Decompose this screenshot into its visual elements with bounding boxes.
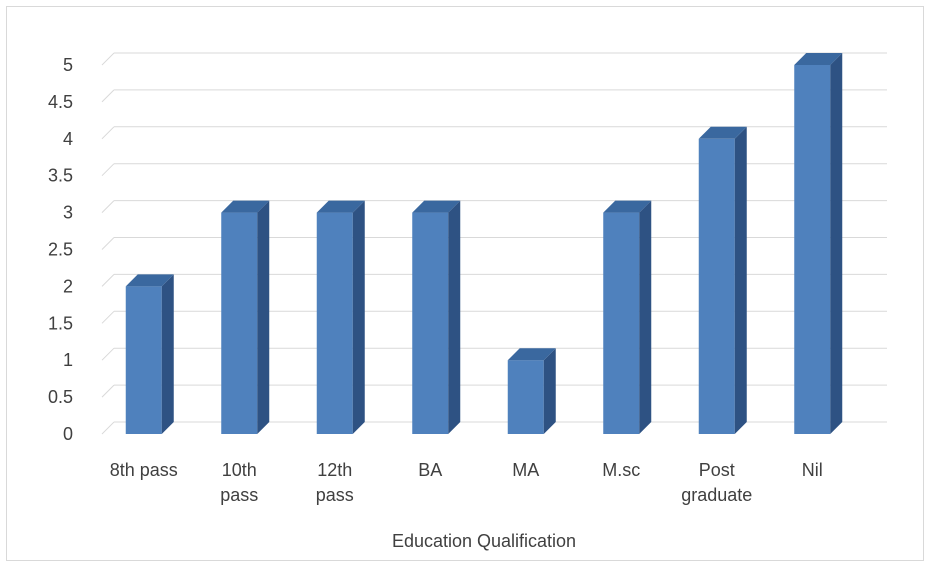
gridline-stub <box>101 237 115 250</box>
bar-side <box>257 200 270 434</box>
bar <box>603 200 652 434</box>
bar-front <box>507 360 544 434</box>
x-tick-label: 8th pass <box>110 460 178 480</box>
y-tick-label: 4 <box>63 129 73 149</box>
x-tick-label: 10th pass <box>220 460 258 505</box>
y-tick-label: 1 <box>63 350 73 370</box>
gridline-stub <box>101 163 115 177</box>
bar <box>698 126 747 435</box>
gridlines <box>101 52 887 435</box>
bar-front <box>221 212 258 434</box>
x-tick-label: Nil <box>802 460 823 480</box>
bar-top <box>603 200 652 213</box>
bar-top <box>507 348 556 361</box>
bar-front <box>316 212 353 434</box>
x-tick-label: BA <box>418 460 442 480</box>
bar <box>221 200 270 434</box>
bar <box>794 53 843 434</box>
bar-side <box>830 53 843 434</box>
gridline-stub <box>101 52 115 66</box>
bar <box>316 200 365 434</box>
bar-side <box>639 200 652 434</box>
bar-top <box>794 53 843 65</box>
y-tick-label: 4.5 <box>48 92 73 112</box>
gridline-stub <box>101 200 115 213</box>
bar <box>125 274 174 434</box>
gridline-stub <box>101 89 115 103</box>
chart-frame: 0 0.5 1 1.5 2 2.5 3 3.5 4 4.5 5 8th pass 10th pass 12… <box>6 6 924 561</box>
bar-top <box>125 274 174 287</box>
gridline-stub <box>101 384 115 398</box>
gridline-stub <box>101 421 115 435</box>
bar-top <box>412 200 461 213</box>
gridline-stub <box>101 347 115 361</box>
x-axis-ticks: 8th pass 10th pass 12th pass BA MA M.sc Post grad… <box>110 460 823 505</box>
y-tick-label: 3 <box>63 203 73 223</box>
gridline-stub <box>101 274 115 287</box>
y-tick-label: 2.5 <box>48 240 73 260</box>
bar-top <box>316 200 365 213</box>
y-tick-label: 2 <box>63 276 73 296</box>
y-axis-ticks: 0 0.5 1 1.5 2 2.5 3 3.5 4 4.5 5 <box>48 55 73 444</box>
x-axis-title: Education Qualification <box>392 531 576 551</box>
chart-canvas: 0 0.5 1 1.5 2 2.5 3 3.5 4 4.5 5 8th pass 10th pass 12… <box>48 52 887 551</box>
bar-side <box>543 348 556 434</box>
bar <box>507 348 556 434</box>
y-tick-label: 0.5 <box>48 387 73 407</box>
bar-side <box>448 200 461 434</box>
bar-front <box>794 65 831 434</box>
bar-front <box>603 212 640 434</box>
x-tick-label: Post graduate <box>681 460 752 505</box>
bar-front <box>698 138 735 435</box>
gridline-stub <box>101 310 115 324</box>
y-tick-label: 3.5 <box>48 166 73 186</box>
y-tick-label: 1.5 <box>48 313 73 333</box>
gridline-stub <box>101 126 115 140</box>
bar-side <box>161 274 174 434</box>
bar <box>412 200 461 434</box>
bar-front <box>412 212 449 434</box>
x-tick-label: 12th pass <box>316 460 354 505</box>
bar-top <box>698 126 747 139</box>
y-tick-label: 5 <box>63 55 73 75</box>
bars <box>125 53 843 435</box>
bar-side <box>352 200 365 434</box>
bar-top <box>221 200 270 213</box>
bar-side <box>734 126 747 435</box>
y-tick-label: 0 <box>63 424 73 444</box>
x-tick-label: M.sc <box>602 460 640 480</box>
x-tick-label: MA <box>512 460 539 480</box>
bar-front <box>125 286 162 434</box>
